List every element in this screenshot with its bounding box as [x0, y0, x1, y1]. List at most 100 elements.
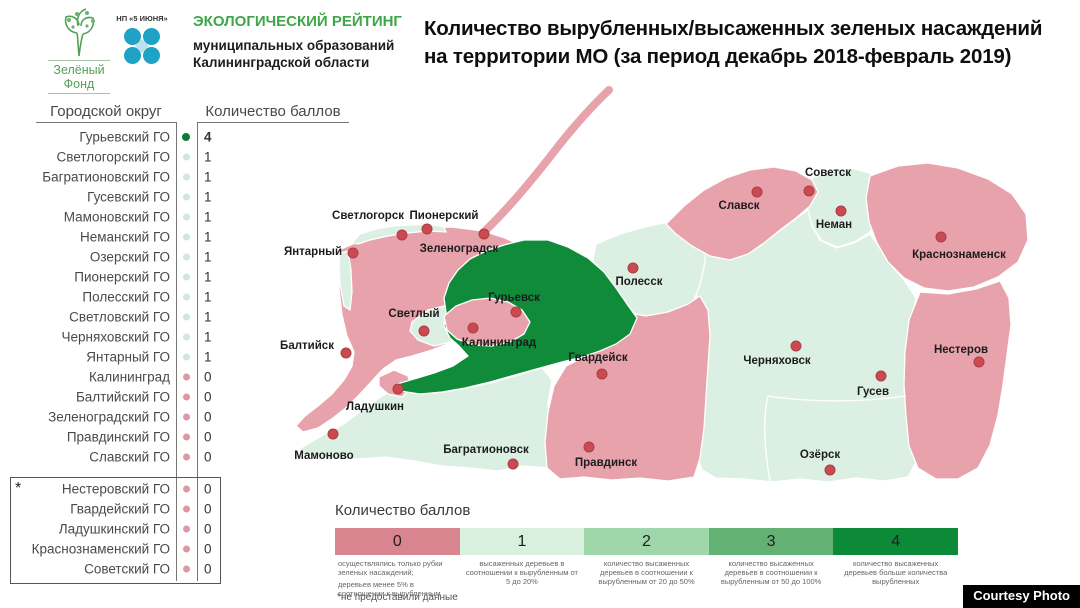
- city-label: Зеленоградск: [419, 243, 499, 255]
- district-label: Зеленоградский ГО: [48, 409, 170, 425]
- table-row: Правдинский ГО 0: [0, 427, 230, 447]
- divider: [48, 93, 110, 94]
- city-label: Советск: [804, 167, 852, 179]
- score-value: 1: [204, 349, 212, 365]
- district-label: Гусевский ГО: [87, 189, 170, 205]
- page-title: Количество вырубленных/высаженных зелены…: [424, 15, 1042, 71]
- district-label: Краснознаменский ГО: [31, 541, 170, 557]
- city-label: Янтарный: [283, 246, 343, 258]
- score-dot: [183, 505, 190, 513]
- score-value: 1: [204, 209, 212, 225]
- table-row: Краснознаменский ГО 0: [0, 539, 230, 559]
- table-divider-line: [176, 122, 177, 581]
- score-value: 0: [204, 369, 212, 385]
- score-dot: [182, 133, 190, 141]
- map-curonian-spit: [479, 86, 613, 237]
- district-label: Неманский ГО: [79, 229, 170, 245]
- score-dot: [183, 545, 190, 553]
- green-fund-label-line1: Зелёный: [53, 63, 105, 77]
- eco-rating-subtitle2: Калининградской области: [193, 55, 370, 70]
- legend-desc-0: осуществлялись только рубки зеленых наса…: [335, 559, 460, 598]
- table-row: Славский ГО 0: [0, 447, 230, 467]
- map-region-gvardeysk-pravdinsk: [544, 295, 711, 482]
- score-value: 0: [204, 541, 212, 557]
- city-label: Правдинск: [574, 457, 638, 469]
- city-dot: [751, 186, 763, 198]
- score-value: 1: [204, 289, 212, 305]
- score-value: 0: [204, 481, 212, 497]
- divider: [48, 60, 110, 61]
- score-value: 1: [204, 229, 212, 245]
- city-dot: [392, 383, 404, 395]
- score-value: 0: [204, 409, 212, 425]
- score-value: 4: [204, 129, 212, 145]
- table-row: Светловский ГО 1: [0, 307, 230, 327]
- city-label: Нестеров: [933, 344, 989, 356]
- table-row: Пионерский ГО 1: [0, 267, 230, 287]
- score-dot: [183, 353, 190, 361]
- district-label: Балтийский ГО: [75, 389, 170, 405]
- page-title-line2: на территории МО (за период декабрь 2018…: [424, 45, 1012, 68]
- score-value: 0: [204, 449, 212, 465]
- city-dot: [583, 441, 595, 453]
- legend-block-1: 1: [459, 528, 585, 555]
- city-label: Ладушкин: [346, 401, 404, 413]
- score-dot: [183, 525, 190, 533]
- city-dot: [478, 228, 490, 240]
- score-dot: [183, 373, 190, 381]
- score-dot: [183, 233, 190, 241]
- district-label: Гвардейский ГО: [70, 501, 170, 517]
- score-dot: [183, 213, 190, 221]
- score-dot: [183, 433, 190, 441]
- district-label: Мамоновский ГО: [63, 209, 170, 225]
- table-row: Озерский ГО 1: [0, 247, 230, 267]
- table-header-score: Количество баллов: [205, 103, 341, 120]
- legend-descs: осуществлялись только рубки зеленых наса…: [335, 559, 995, 598]
- table-row: Нестеровский ГО 0: [0, 479, 230, 499]
- header-underline: [36, 122, 177, 123]
- map-inner-border-2: [767, 395, 907, 402]
- city-dot: [396, 229, 408, 241]
- legend-block-2: 2: [584, 528, 709, 555]
- table-row: Неманский ГО 1: [0, 227, 230, 247]
- city-dot: [824, 464, 836, 476]
- city-dot: [803, 185, 815, 197]
- city-label: Светлогорск: [332, 210, 404, 222]
- legend-desc-2: количество высаженных деревьев в соотнош…: [598, 559, 695, 586]
- score-value: 0: [204, 389, 212, 405]
- table-row: Полесский ГО 1: [0, 287, 230, 307]
- table-row: Мамоновский ГО 1: [0, 207, 230, 227]
- legend-desc-3: количество высаженных деревьев в соотнош…: [720, 559, 822, 586]
- district-label: Озерский ГО: [89, 249, 170, 265]
- score-dot: [183, 485, 190, 493]
- city-dot: [418, 325, 430, 337]
- city-dot: [790, 340, 802, 352]
- asterisk-mark: *: [15, 480, 22, 497]
- city-label: Гусев: [856, 386, 890, 398]
- score-value: 1: [204, 189, 212, 205]
- five-june-logo: НП «5 ИЮНЯ»: [110, 14, 174, 64]
- city-label: Краснознаменск: [912, 249, 1006, 261]
- district-label: Светловский ГО: [69, 309, 170, 325]
- table-row: Балтийский ГО 0: [0, 387, 230, 407]
- five-june-circles-icon: [124, 28, 160, 64]
- map-region-nesterov: [903, 280, 1012, 480]
- city-label: Гвардейск: [568, 352, 628, 364]
- score-dot: [183, 453, 190, 461]
- legend-block-3: 3: [708, 528, 834, 555]
- green-fund-tree-icon: [64, 8, 95, 57]
- score-dot: [183, 193, 190, 201]
- district-label: Гурьевский ГО: [79, 129, 170, 145]
- city-label: Неман: [815, 219, 853, 231]
- district-label: Светлогорский ГО: [56, 149, 170, 165]
- score-dot: [183, 173, 190, 181]
- score-value: 1: [204, 149, 212, 165]
- city-label: Славск: [718, 200, 760, 212]
- city-label: Гурьевск: [488, 292, 540, 304]
- legend-desc-4: количество высаженных деревьев больше ко…: [844, 559, 948, 586]
- score-dot: [183, 273, 190, 281]
- no-data-box: [10, 477, 221, 584]
- score-dot: [183, 413, 190, 421]
- district-label: Славский ГО: [89, 449, 170, 465]
- table-row: Янтарный ГО 1: [0, 347, 230, 367]
